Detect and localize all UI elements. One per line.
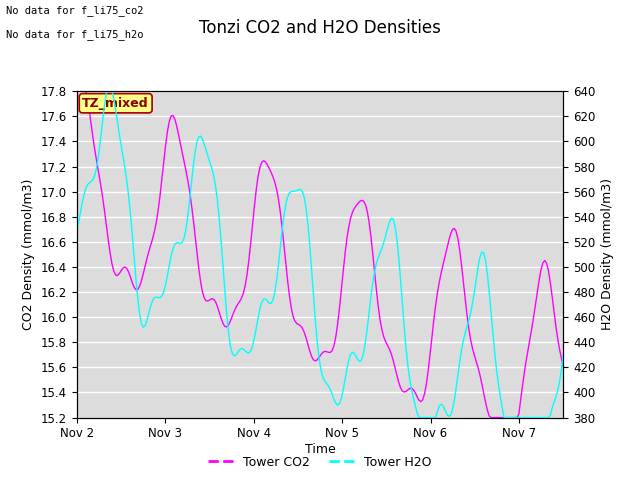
Legend: Tower CO2, Tower H2O: Tower CO2, Tower H2O [204,451,436,474]
Y-axis label: H2O Density (mmol/m3): H2O Density (mmol/m3) [601,179,614,330]
Text: Tonzi CO2 and H2O Densities: Tonzi CO2 and H2O Densities [199,19,441,37]
Y-axis label: CO2 Density (mmol/m3): CO2 Density (mmol/m3) [22,179,35,330]
Text: No data for f_li75_co2: No data for f_li75_co2 [6,5,144,16]
Text: No data for f_li75_h2o: No data for f_li75_h2o [6,29,144,40]
X-axis label: Time: Time [305,443,335,456]
Text: TZ_mixed: TZ_mixed [83,97,149,110]
